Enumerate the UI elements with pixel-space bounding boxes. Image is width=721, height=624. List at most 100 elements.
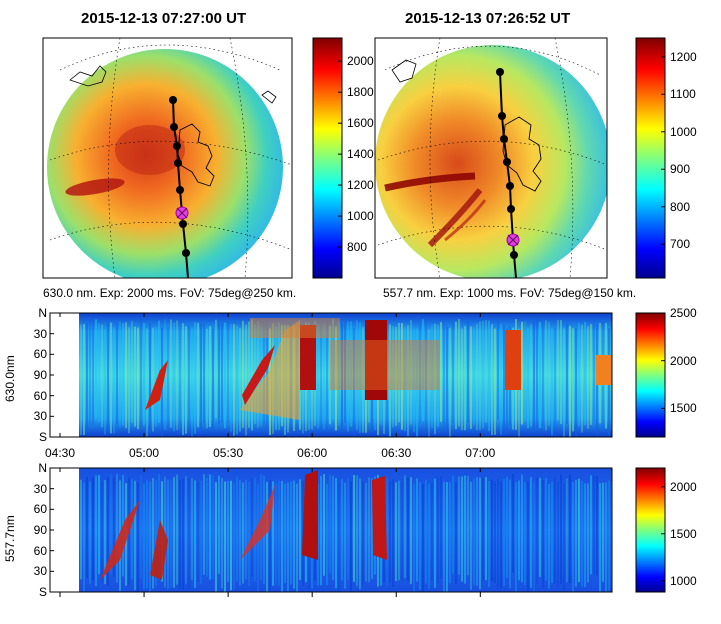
keogram-texture-streak — [188, 478, 190, 589]
keogram-texture-streak — [98, 474, 100, 575]
keogram-texture-streak — [587, 483, 589, 583]
keogram-texture-streak — [485, 476, 487, 581]
keogram-texture-streak — [143, 483, 145, 590]
keogram-texture-streak — [545, 320, 547, 431]
keogram-texture-streak — [239, 328, 241, 432]
keogram-texture-streak — [410, 477, 412, 585]
keogram-texture-streak — [227, 320, 229, 424]
keogram-texture-streak — [452, 475, 454, 574]
keogram-texture-streak — [365, 482, 367, 582]
keogram-texture-streak — [350, 481, 352, 592]
keogram-texture-streak — [185, 326, 187, 434]
keogram-texture-streak — [434, 323, 436, 435]
keogram-texture-streak — [431, 482, 433, 581]
keogram-texture-streak — [416, 328, 418, 437]
colorbar-630-sky — [312, 37, 343, 279]
keogram-texture-streak — [224, 481, 226, 592]
keogram-texture-streak — [86, 323, 88, 432]
keogram-630-ytick-label: 60 — [33, 388, 47, 403]
keogram-texture-streak — [344, 320, 346, 423]
keogram-texture-streak — [494, 328, 496, 435]
keogram-texture-streak — [221, 477, 223, 589]
keogram-texture-streak — [176, 320, 178, 431]
keogram-557-ytick-label: 60 — [33, 502, 47, 517]
keogram-texture-streak — [425, 479, 427, 584]
keogram-texture-streak — [284, 483, 286, 584]
colorbar-630-keogram-tick-label: 2000 — [670, 353, 697, 368]
keogram-texture-streak — [80, 324, 82, 435]
keogram-texture-streak — [476, 477, 478, 586]
keogram-texture-streak — [320, 475, 322, 586]
keogram-texture-streak — [272, 481, 274, 586]
keogram-texture-streak — [215, 482, 217, 592]
keogram-texture-streak — [359, 322, 361, 433]
keogram-texture-streak — [407, 325, 409, 437]
keogram-texture-streak — [230, 480, 232, 591]
keogram-texture-streak — [326, 483, 328, 586]
colorbar-630-sky-tick-label: 1400 — [347, 147, 374, 162]
keogram-texture-streak — [83, 482, 85, 592]
keogram-texture-streak — [500, 323, 502, 435]
keogram-texture-streak — [107, 322, 109, 433]
keogram-texture-streak — [212, 474, 214, 580]
keogram-texture-streak — [353, 328, 355, 437]
keogram-texture-streak — [509, 479, 511, 589]
keogram-texture-streak — [404, 475, 406, 578]
keogram-texture-streak — [512, 474, 514, 573]
keogram-texture-streak — [146, 328, 148, 437]
keogram-texture-streak — [518, 480, 520, 581]
keogram-texture-streak — [236, 325, 238, 435]
sky-557-image — [375, 38, 607, 278]
keogram-texture-streak — [362, 327, 364, 433]
keogram-texture-streak — [242, 482, 244, 584]
keogram-557-ytick-label: N — [38, 461, 47, 475]
keogram-texture-streak — [251, 319, 253, 431]
keogram-texture-streak — [416, 478, 418, 582]
keogram-texture-streak — [173, 477, 175, 588]
keogram-texture-streak — [206, 477, 208, 577]
colorbar-557-keogram-tick-label: 2000 — [670, 479, 697, 494]
keogram-texture-streak — [500, 481, 502, 589]
keogram-texture-streak — [134, 480, 136, 591]
keogram-texture-streak — [155, 326, 157, 427]
keogram-texture-streak — [80, 479, 82, 580]
keogram-texture-streak — [194, 322, 196, 434]
colorbar-630-keogram — [635, 312, 666, 438]
keogram-texture-streak — [398, 480, 400, 581]
keogram-texture-streak — [335, 326, 337, 431]
keogram-texture-streak — [419, 482, 421, 590]
keogram-texture-streak — [287, 482, 289, 592]
keogram-texture-streak — [125, 322, 127, 429]
keogram-texture-streak — [296, 483, 298, 592]
keogram-texture-streak — [599, 483, 601, 592]
keogram-texture-streak — [425, 319, 427, 431]
keogram-texture-streak — [101, 481, 103, 581]
keogram-630-xtick-label: 05:30 — [213, 446, 244, 460]
keogram-texture-streak — [221, 323, 223, 424]
keogram-texture-streak — [608, 480, 610, 591]
keogram-texture-streak — [551, 482, 553, 583]
keogram-texture-streak — [137, 481, 139, 592]
keogram-texture-streak — [485, 320, 487, 423]
keogram-texture-streak — [566, 323, 568, 424]
keogram-texture-streak — [152, 478, 154, 589]
colorbar-557-sky-tick-label: 800 — [670, 199, 691, 214]
keogram-texture-streak — [323, 323, 325, 430]
colorbar-557-keogram — [635, 467, 666, 593]
colorbar-630-sky-tick-label: 1000 — [347, 209, 374, 224]
keogram-557-ytick-label: 30 — [33, 564, 47, 579]
keogram-texture-streak — [458, 476, 460, 575]
keogram-texture-streak — [209, 326, 211, 428]
keogram-texture-streak — [131, 321, 133, 423]
keogram-texture-streak — [299, 479, 301, 580]
keogram-texture-streak — [110, 322, 112, 434]
keogram-texture-streak — [98, 323, 100, 423]
keogram-texture-streak — [575, 328, 577, 437]
keogram-texture-streak — [107, 476, 109, 587]
keogram-texture-streak — [437, 478, 439, 584]
keogram-texture-streak — [191, 327, 193, 437]
keogram-630-ytick-label: 90 — [33, 368, 47, 382]
keogram-texture-streak — [521, 321, 523, 425]
keogram-texture-streak — [113, 327, 115, 434]
